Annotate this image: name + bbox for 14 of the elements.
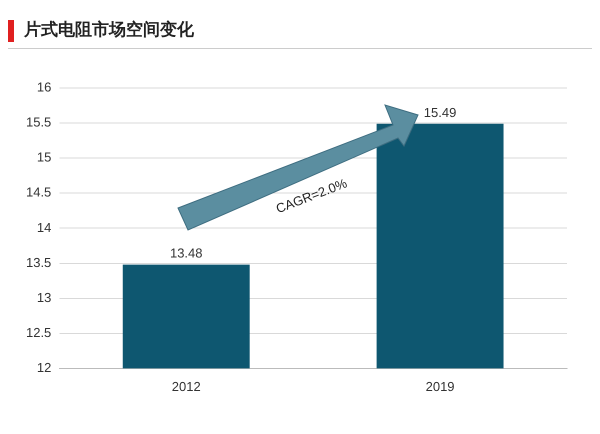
y-tick-label: 12.5 [26, 324, 52, 340]
x-tick-label: 2012 [172, 378, 201, 394]
y-tick-label: 12 [36, 360, 52, 375]
y-tick-label: 13.5 [26, 254, 52, 270]
y-tick-label: 14.5 [26, 184, 52, 200]
data-label: 13.48 [170, 246, 202, 261]
y-tick-label: 15.5 [26, 114, 52, 130]
y-tick-label: 15 [36, 150, 52, 165]
data-label: 15.49 [424, 104, 456, 120]
y-tick-label: 13 [36, 290, 52, 305]
x-tick-label: 2019 [426, 378, 455, 394]
chart-title: 片式电阻市场空间变化 [24, 19, 194, 41]
y-tick-label: 14 [36, 220, 52, 235]
y-tick-label: 16 [36, 80, 52, 95]
